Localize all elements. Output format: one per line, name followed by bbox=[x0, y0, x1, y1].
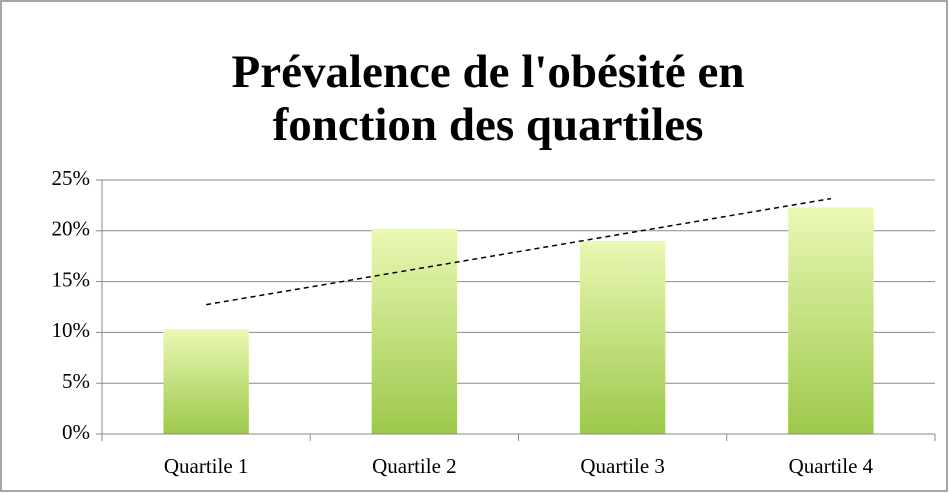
y-tick-label: 25% bbox=[52, 166, 91, 190]
x-tick-label: Quartile 3 bbox=[580, 454, 665, 478]
x-tick-label: Quartile 4 bbox=[789, 454, 874, 478]
bar bbox=[579, 240, 666, 434]
y-tick-label: 20% bbox=[52, 217, 91, 241]
trendline bbox=[205, 197, 832, 306]
y-tick-label: 10% bbox=[52, 318, 91, 342]
x-tick-label: Quartile 1 bbox=[164, 454, 249, 478]
y-tick-label: 5% bbox=[62, 369, 90, 393]
chart-title: fonction des quartiles bbox=[273, 99, 704, 151]
bar bbox=[788, 207, 874, 434]
y-tick-label: 0% bbox=[62, 420, 90, 444]
bar bbox=[163, 329, 249, 434]
bar bbox=[371, 228, 458, 434]
chart-title: Prévalence de l'obésité en bbox=[232, 46, 745, 98]
x-tick-label: Quartile 2 bbox=[372, 454, 457, 478]
y-tick-label: 15% bbox=[52, 267, 91, 291]
